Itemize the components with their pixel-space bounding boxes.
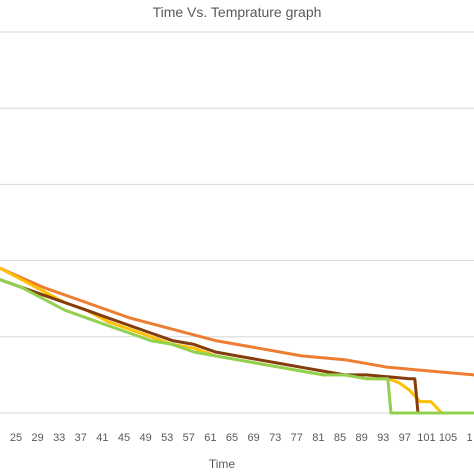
x-tick-label: 93 — [377, 432, 389, 444]
x-tick-label: 81 — [312, 432, 324, 444]
series-line-1 — [0, 266, 474, 377]
x-tick-label: 73 — [269, 432, 281, 444]
series-line-4 — [0, 278, 474, 415]
x-axis-ticks: 25 29 33 37 41 45 49 53 57 61 65 69 73 77 81 85 89 93 97 10… — [10, 432, 473, 444]
x-tick-label: 33 — [53, 432, 65, 444]
x-tick-label: 61 — [204, 432, 216, 444]
x-tick-label: 77 — [291, 432, 303, 444]
x-tick-label: 69 — [247, 432, 259, 444]
x-tick-label: 37 — [75, 432, 87, 444]
x-tick-label: 1 — [467, 432, 473, 444]
x-tick-label: 53 — [161, 432, 173, 444]
x-tick-label: 101 — [417, 432, 435, 444]
chart-title: Time Vs. Temprature graph — [153, 4, 322, 20]
x-tick-label: 29 — [31, 432, 43, 444]
x-tick-label: 97 — [399, 432, 411, 444]
x-tick-label: 49 — [139, 432, 151, 444]
x-tick-label: 65 — [226, 432, 238, 444]
x-tick-label: 25 — [10, 432, 22, 444]
x-tick-label: 89 — [355, 432, 367, 444]
series-lines — [0, 266, 474, 415]
x-tick-label: 105 — [439, 432, 457, 444]
x-tick-label: 57 — [183, 432, 195, 444]
x-axis-title: Time — [209, 457, 236, 471]
x-tick-label: 45 — [118, 432, 130, 444]
series-line-2 — [0, 266, 474, 415]
series-line-3 — [0, 278, 474, 415]
x-tick-label: 41 — [96, 432, 108, 444]
x-tick-label: 85 — [334, 432, 346, 444]
